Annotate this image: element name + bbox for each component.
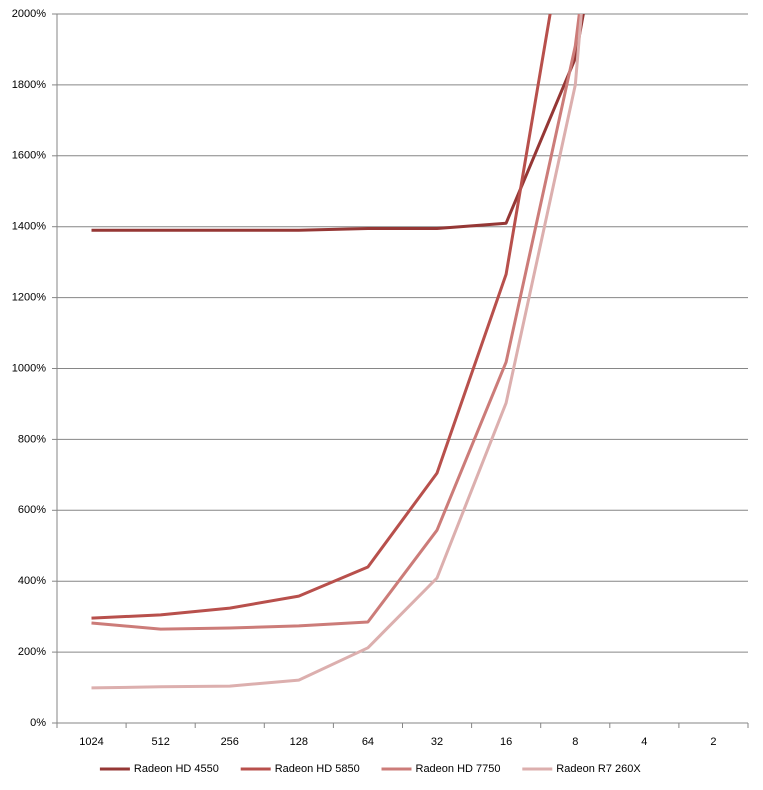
y-tick-label: 1200% xyxy=(12,292,46,304)
axes: 0% 200% 400% 600% 800% 1000% 1200% 1400% 1600% 18… xyxy=(12,8,749,775)
y-tick-label: 1400% xyxy=(12,221,46,233)
y-tick-label: 1800% xyxy=(12,79,46,91)
y-tick-label: 2000% xyxy=(12,8,46,20)
y-tick-label: 0% xyxy=(30,717,46,729)
series-line xyxy=(91,14,581,631)
y-tick-label: 200% xyxy=(18,646,46,658)
x-tick-label: 64 xyxy=(362,736,374,748)
grid xyxy=(57,13,748,724)
y-tick-label: 400% xyxy=(18,575,46,587)
y-tick-label: 800% xyxy=(18,433,46,445)
x-tick-label: 32 xyxy=(431,736,443,748)
y-tick-label: 600% xyxy=(18,504,46,516)
y-tick-label: 1000% xyxy=(12,362,46,374)
x-tick-label: 128 xyxy=(290,736,308,748)
x-tick-label: 512 xyxy=(151,736,169,748)
legend-label: Radeon HD 4550 xyxy=(134,763,219,775)
plot-area xyxy=(91,14,585,690)
x-tick-label: 16 xyxy=(500,736,512,748)
y-tick-label: 1600% xyxy=(12,150,46,162)
legend-label: Radeon HD 7750 xyxy=(416,763,501,775)
legend-label: Radeon HD 5850 xyxy=(275,763,360,775)
x-tick-label: 1024 xyxy=(79,736,103,748)
x-tick-label: 2 xyxy=(710,736,716,748)
x-tick-label: 8 xyxy=(572,736,578,748)
series-line xyxy=(91,14,583,690)
series-line xyxy=(91,14,552,620)
series-line xyxy=(91,14,585,232)
x-tick-label: 256 xyxy=(221,736,239,748)
legend-label: Radeon R7 260X xyxy=(556,763,641,775)
x-tick-label: 4 xyxy=(641,736,647,748)
